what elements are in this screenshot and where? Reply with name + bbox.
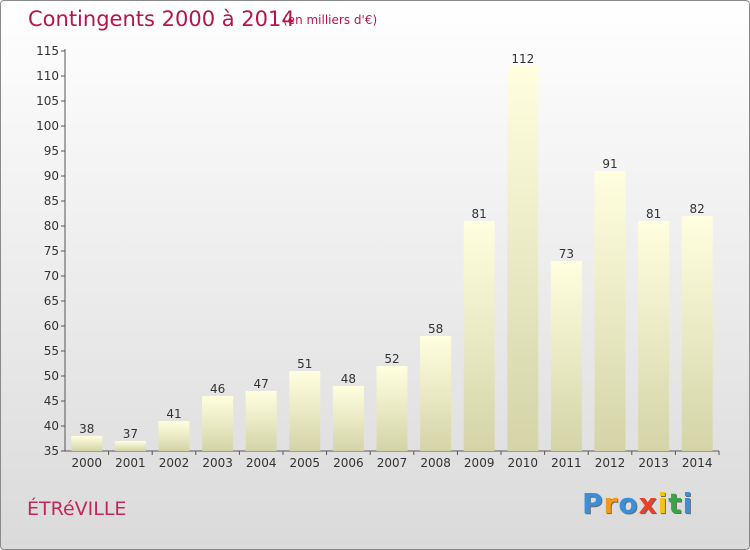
y-tick-label: 55: [44, 344, 59, 358]
data-label-2005: 51: [297, 357, 312, 371]
y-tick-label: 105: [36, 94, 59, 108]
bar-2004: [245, 391, 277, 451]
y-tick-label: 110: [36, 69, 59, 83]
x-tick-label-2011: 2011: [551, 456, 582, 470]
data-label-2008: 58: [428, 322, 443, 336]
x-tick-label-2006: 2006: [333, 456, 364, 470]
bar-2005: [289, 371, 321, 451]
y-tick-label: 40: [44, 419, 59, 433]
chart-title: Contingents 2000 à 2014: [28, 7, 295, 31]
bar-2001: [114, 441, 146, 451]
data-label-2004: 47: [254, 377, 269, 391]
logo-letter: x: [638, 487, 658, 520]
bar-2007: [376, 366, 408, 451]
logo-letter: o: [618, 487, 639, 520]
bar-2014: [681, 216, 713, 451]
x-tick-label-2014: 2014: [682, 456, 713, 470]
commune-name: ÉTRéVILLE: [27, 498, 127, 520]
data-label-2007: 52: [384, 352, 399, 366]
bar-2003: [202, 396, 234, 451]
x-tick-label-2004: 2004: [246, 456, 277, 470]
data-label-2000: 38: [79, 422, 94, 436]
y-tick-label: 65: [44, 294, 59, 308]
data-labels: 38 37 41 46 47 51 48 52 58 81 112 73 91 81 82: [79, 52, 705, 441]
data-label-2010: 112: [511, 52, 534, 66]
bar-2013: [638, 221, 670, 451]
x-tick-label-2012: 2012: [595, 456, 626, 470]
data-label-2012: 91: [602, 157, 617, 171]
data-label-2002: 41: [166, 407, 181, 421]
y-tick-label: 115: [36, 44, 59, 58]
x-tick-label-2003: 2003: [202, 456, 233, 470]
bar-2006: [332, 386, 364, 451]
logo-letter: r: [603, 487, 619, 520]
bar-2010: [507, 66, 539, 451]
y-tick-label: 45: [44, 394, 59, 408]
proxiti-logo: Proxiti: [582, 487, 693, 520]
x-tick-label-2000: 2000: [72, 456, 103, 470]
y-tick-label: 60: [44, 319, 59, 333]
x-tick-label-2010: 2010: [508, 456, 539, 470]
x-tick-label-2008: 2008: [420, 456, 451, 470]
data-label-2009: 81: [472, 207, 487, 221]
y-tick-label: 95: [44, 144, 59, 158]
data-label-2011: 73: [559, 247, 574, 261]
data-label-2013: 81: [646, 207, 661, 221]
y-tick-label: 80: [44, 219, 59, 233]
bar-2000: [71, 436, 103, 451]
y-tick-label: 85: [44, 194, 59, 208]
y-tick-label: 75: [44, 244, 59, 258]
bar-2002: [158, 421, 190, 451]
x-tick-label-2013: 2013: [638, 456, 669, 470]
x-tick-label-2001: 2001: [115, 456, 146, 470]
data-label-2003: 46: [210, 382, 225, 396]
data-label-2001: 37: [123, 427, 138, 441]
data-label-2014: 82: [690, 202, 705, 216]
bars: [71, 66, 713, 451]
y-tick-label: 100: [36, 119, 59, 133]
x-tick-label-2002: 2002: [159, 456, 190, 470]
data-label-2006: 48: [341, 372, 356, 386]
y-tick-label: 35: [44, 444, 59, 458]
y-tick-label: 90: [44, 169, 59, 183]
bar-2008: [420, 336, 452, 451]
bar-2011: [550, 261, 582, 451]
logo-letter: i: [657, 487, 669, 520]
logo-letter: t: [668, 487, 683, 520]
logo-letter: P: [582, 487, 604, 520]
x-tick-label-2007: 2007: [377, 456, 408, 470]
x-tick-label-2005: 2005: [290, 456, 321, 470]
bar-2009: [463, 221, 495, 451]
logo-letter: i: [682, 487, 694, 520]
y-tick-label: 70: [44, 269, 59, 283]
y-tick-label: 50: [44, 369, 59, 383]
x-tick-label-2009: 2009: [464, 456, 495, 470]
chart-subtitle: (en milliers d'€): [283, 13, 378, 27]
bar-2012: [594, 171, 626, 451]
axes: 35 40 45 50 55 60 65 70 75 80 85 90 95 100 105 110 115 20…: [36, 44, 720, 470]
